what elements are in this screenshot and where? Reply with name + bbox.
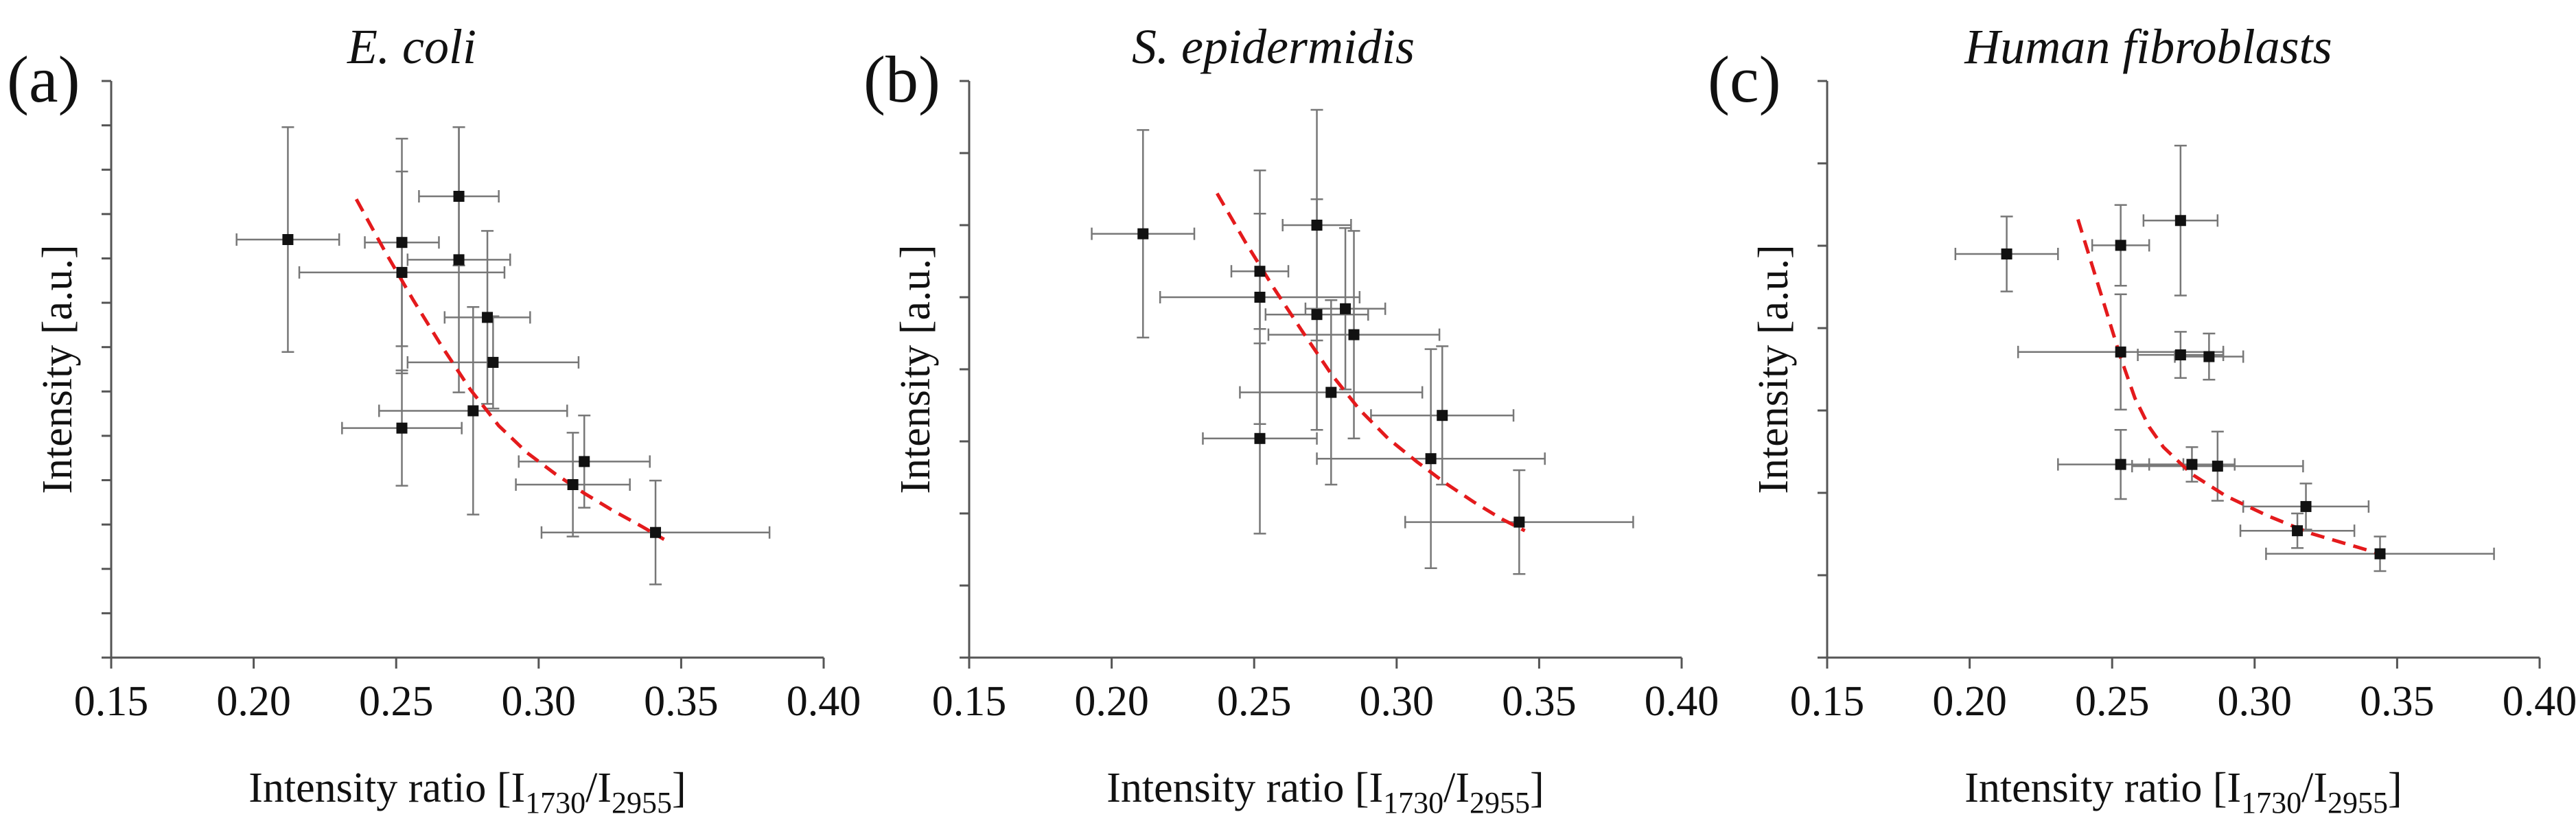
- panel-label: (a): [7, 43, 80, 116]
- data-point: [1437, 410, 1448, 421]
- x-tick-label: 0.15: [74, 678, 149, 725]
- data-point: [396, 422, 408, 434]
- x-axis-title: Intensity ratio [I1730/I2955]: [1964, 765, 2402, 820]
- data-point: [396, 266, 408, 278]
- x-tick-label: 0.15: [1790, 678, 1865, 725]
- x-axis-title-subscript: 2955: [612, 786, 672, 820]
- data-point: [1254, 266, 1266, 277]
- y-axis-title: Intensity [a.u.]: [1750, 244, 1797, 494]
- x-axis-title-part: ]: [672, 765, 686, 811]
- fit-curve: [2076, 218, 2381, 556]
- x-tick-label: 0.40: [1645, 678, 1719, 725]
- data-point: [1254, 432, 1266, 444]
- x-axis-title-part: /I: [1443, 765, 1470, 811]
- data-point: [487, 356, 499, 368]
- x-tick-label: 0.20: [1074, 678, 1149, 725]
- x-axis-title-part: Intensity ratio [I: [1106, 765, 1383, 811]
- data-point: [453, 191, 465, 202]
- x-axis-title-part: Intensity ratio [I: [248, 765, 525, 811]
- x-tick-label: 0.25: [2075, 678, 2150, 725]
- x-axis-title-subscript: 1730: [2241, 786, 2301, 820]
- x-tick-label: 0.30: [2218, 678, 2293, 725]
- data-point: [482, 312, 494, 323]
- panel-2: (b) S. epidermidis 0.15 0.20 0.25 0.30 0.35 0.4…: [863, 19, 1719, 820]
- data-point: [1348, 329, 1360, 340]
- x-tick-label: 0.35: [1502, 678, 1577, 725]
- data-point: [579, 456, 590, 467]
- panel-1: (a) E. coli 0.15 0.20 0.25 0.30 0.35 0.40 Intens…: [7, 19, 861, 820]
- x-tick-label: 0.25: [1217, 678, 1292, 725]
- x-axis-title-part: ]: [2388, 765, 2402, 811]
- data-point: [2212, 461, 2223, 472]
- data-point: [1340, 303, 1351, 314]
- x-axis-title-subscript: 1730: [1383, 786, 1443, 820]
- data-point: [1311, 220, 1323, 231]
- data-point: [2115, 459, 2126, 470]
- x-axis-title-part: /I: [585, 765, 612, 811]
- x-tick-label: 0.20: [1932, 678, 2007, 725]
- y-axis-title: Intensity [a.u.]: [34, 244, 81, 494]
- panel-label: (c): [1708, 43, 1781, 116]
- data-point: [2115, 346, 2126, 358]
- panel-title: Human fibroblasts: [1964, 19, 2332, 74]
- x-axis-title: Intensity ratio [I1730/I2955]: [1106, 765, 1544, 820]
- data-point: [2115, 240, 2126, 251]
- x-axis-title-subscript: 2955: [1470, 786, 1530, 820]
- panel-3: (c) Human fibroblasts 0.15 0.20 0.25 0.30 0.35…: [1708, 19, 2576, 820]
- data-point: [2174, 349, 2186, 360]
- data-point: [2186, 459, 2198, 470]
- data-point: [1425, 453, 1437, 465]
- x-tick-label: 0.35: [2360, 678, 2435, 725]
- x-tick-label: 0.35: [644, 678, 719, 725]
- x-axis-title-subscript: 1730: [525, 786, 585, 820]
- data-point: [2300, 500, 2312, 512]
- x-tick-label: 0.40: [787, 678, 861, 725]
- data-point: [567, 479, 579, 490]
- x-axis-title-part: ]: [1530, 765, 1544, 811]
- data-point: [453, 254, 465, 266]
- x-tick-label: 0.30: [502, 678, 577, 725]
- data-point: [396, 237, 408, 248]
- data-point: [282, 234, 294, 245]
- fit-curve: [1216, 192, 1526, 533]
- x-tick-label: 0.30: [1360, 678, 1435, 725]
- data-point: [1137, 228, 1149, 240]
- x-tick-label: 0.25: [359, 678, 434, 725]
- data-point: [2203, 351, 2215, 362]
- data-point: [2292, 525, 2304, 537]
- x-tick-label: 0.20: [216, 678, 291, 725]
- data-point: [650, 526, 662, 538]
- x-axis-title-part: Intensity ratio [I: [1964, 765, 2241, 811]
- fit-curve: [354, 198, 665, 541]
- panel-label: (b): [863, 43, 940, 116]
- data-point: [467, 405, 479, 417]
- data-point: [1513, 516, 1525, 528]
- data-point: [2174, 215, 2186, 227]
- data-point: [1254, 292, 1266, 303]
- x-axis-title: Intensity ratio [I1730/I2955]: [248, 765, 686, 820]
- x-tick-label: 0.15: [932, 678, 1007, 725]
- panel-title: S. epidermidis: [1132, 19, 1415, 74]
- data-point: [2001, 248, 2012, 259]
- y-axis-title: Intensity [a.u.]: [892, 244, 939, 494]
- x-axis-title-subscript: 2955: [2328, 786, 2388, 820]
- data-point: [1325, 386, 1337, 398]
- data-point: [2374, 548, 2386, 559]
- panel-title: E. coli: [347, 19, 476, 74]
- x-tick-label: 0.40: [2503, 678, 2576, 725]
- data-point: [1311, 309, 1323, 321]
- x-axis-title-part: /I: [2301, 765, 2328, 811]
